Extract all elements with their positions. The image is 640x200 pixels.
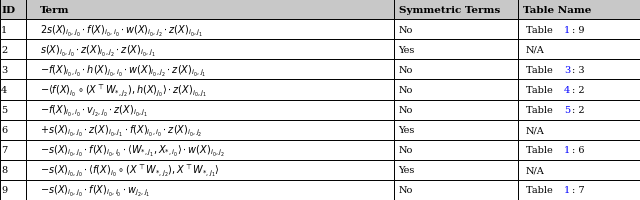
Text: $-s(X)_{i_0,j_0} \cdot \langle f(X)_{i_0} \circ (X^{\top} W_{*,j_2}), X^{\top} W: $-s(X)_{i_0,j_0} \cdot \langle f(X)_{i_0… (40, 162, 220, 178)
Text: 8: 8 (1, 166, 7, 174)
Bar (26, 0, 394, 20)
Text: Yes: Yes (399, 166, 415, 174)
Bar (26, 120, 394, 140)
Bar (518, 0, 640, 20)
Text: Table: Table (525, 146, 556, 154)
Text: 1: 1 (564, 146, 570, 154)
Bar (0, 140, 26, 160)
Text: $+s(X)_{i_0,j_0} \cdot z(X)_{i_0,j_1} \cdot f(X)_{i_0,i_0} \cdot z(X)_{i_0,j_2}$: $+s(X)_{i_0,j_0} \cdot z(X)_{i_0,j_1} \c… (40, 123, 203, 137)
Bar (26, 160, 394, 180)
Bar (26, 140, 394, 160)
Text: N/A: N/A (525, 126, 545, 134)
Text: 4: 4 (564, 86, 570, 94)
Bar (26, 100, 394, 120)
Bar (0, 0, 26, 20)
Bar (0, 180, 26, 200)
Bar (0, 40, 26, 60)
Text: Term: Term (40, 6, 70, 14)
Text: N/A: N/A (525, 46, 545, 54)
Text: $-s(X)_{i_0,j_0} \cdot f(X)_{i_0,i_0} \cdot \langle W_{*,j_1}, X_{*,i_0}\rangle : $-s(X)_{i_0,j_0} \cdot f(X)_{i_0,i_0} \c… (40, 143, 226, 157)
Text: Table: Table (525, 186, 556, 194)
Bar (518, 100, 640, 120)
Text: $2s(X)_{i_0,j_0} \cdot f(X)_{i_0,i_0} \cdot w(X)_{i_0,j_2} \cdot z(X)_{i_0,j_1}$: $2s(X)_{i_0,j_0} \cdot f(X)_{i_0,i_0} \c… (40, 23, 204, 37)
Bar (394, 140, 518, 160)
Text: : 2: : 2 (572, 106, 585, 114)
Text: 2: 2 (1, 46, 7, 54)
Text: Yes: Yes (399, 126, 415, 134)
Bar (518, 160, 640, 180)
Bar (0, 60, 26, 80)
Bar (26, 40, 394, 60)
Text: No: No (399, 26, 413, 34)
Bar (518, 40, 640, 60)
Text: Table Name: Table Name (524, 6, 591, 14)
Bar (394, 80, 518, 100)
Text: $-f(X)_{i_0,i_0} \cdot v_{j_2,j_0} \cdot z(X)_{i_0,j_1}$: $-f(X)_{i_0,i_0} \cdot v_{j_2,j_0} \cdot… (40, 103, 148, 117)
Text: No: No (399, 186, 413, 194)
Text: 5: 5 (1, 106, 7, 114)
Bar (394, 100, 518, 120)
Text: No: No (399, 146, 413, 154)
Text: $-\langle f(X)_{i_0} \circ (X^{\top} W_{*,j_2}), h(X)_{j_0}\rangle \cdot z(X)_{i: $-\langle f(X)_{i_0} \circ (X^{\top} W_{… (40, 82, 208, 98)
Bar (518, 20, 640, 40)
Bar (0, 80, 26, 100)
Text: Table: Table (525, 106, 556, 114)
Text: $s(X)_{i_0,j_0} \cdot z(X)_{i_0,j_2} \cdot z(X)_{i_0,j_1}$: $s(X)_{i_0,j_0} \cdot z(X)_{i_0,j_2} \cd… (40, 43, 156, 57)
Text: No: No (399, 66, 413, 74)
Bar (394, 0, 518, 20)
Text: Table: Table (525, 86, 556, 94)
Text: No: No (399, 106, 413, 114)
Text: N/A: N/A (525, 166, 545, 174)
Text: 3: 3 (1, 66, 7, 74)
Text: No: No (399, 86, 413, 94)
Bar (394, 20, 518, 40)
Text: 1: 1 (1, 26, 7, 34)
Text: 1: 1 (564, 186, 570, 194)
Bar (26, 80, 394, 100)
Text: Table: Table (525, 66, 556, 74)
Text: 1: 1 (564, 26, 570, 34)
Bar (518, 180, 640, 200)
Text: : 2: : 2 (572, 86, 585, 94)
Text: Symmetric Terms: Symmetric Terms (399, 6, 500, 14)
Text: Yes: Yes (399, 46, 415, 54)
Text: : 6: : 6 (572, 146, 585, 154)
Bar (26, 180, 394, 200)
Text: ID: ID (1, 6, 15, 14)
Bar (26, 20, 394, 40)
Bar (394, 60, 518, 80)
Text: : 7: : 7 (572, 186, 585, 194)
Bar (394, 120, 518, 140)
Bar (0, 120, 26, 140)
Bar (518, 120, 640, 140)
Text: $-s(X)_{i_0,j_0} \cdot f(X)_{i_0,i_0} \cdot w_{j_2,j_1}$: $-s(X)_{i_0,j_0} \cdot f(X)_{i_0,i_0} \c… (40, 183, 151, 197)
Text: 5: 5 (564, 106, 570, 114)
Bar (0, 160, 26, 180)
Text: $-f(X)_{i_0,i_0} \cdot h(X)_{j_0,i_0} \cdot w(X)_{i_0,j_2} \cdot z(X)_{i_0,j_1}$: $-f(X)_{i_0,i_0} \cdot h(X)_{j_0,i_0} \c… (40, 63, 207, 77)
Text: : 3: : 3 (572, 66, 585, 74)
Bar (0, 100, 26, 120)
Bar (0, 20, 26, 40)
Text: : 9: : 9 (572, 26, 585, 34)
Bar (394, 40, 518, 60)
Text: 4: 4 (1, 86, 7, 94)
Bar (518, 80, 640, 100)
Bar (394, 180, 518, 200)
Bar (26, 60, 394, 80)
Bar (518, 140, 640, 160)
Bar (394, 160, 518, 180)
Text: Table: Table (525, 26, 556, 34)
Text: 7: 7 (1, 146, 7, 154)
Text: 6: 6 (1, 126, 7, 134)
Text: 3: 3 (564, 66, 570, 74)
Bar (518, 60, 640, 80)
Text: 9: 9 (1, 186, 7, 194)
